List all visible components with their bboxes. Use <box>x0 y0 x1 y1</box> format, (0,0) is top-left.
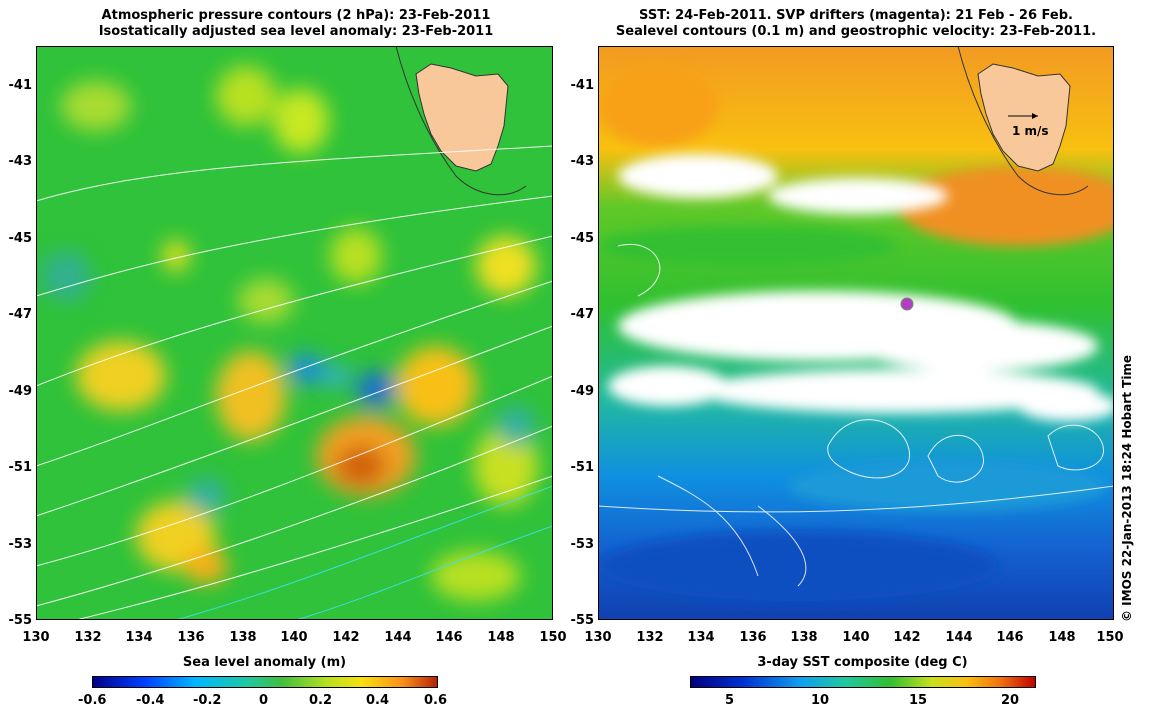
right-xtick-132: 132 <box>636 630 664 645</box>
right-ytick-41: -41 <box>570 78 595 93</box>
left-colorbar-title: Sea level anomaly (m) <box>182 655 347 670</box>
left-xtick-148: 148 <box>487 630 515 645</box>
right-xtick-134: 134 <box>687 630 715 645</box>
right-colorbar-title: 3-day SST composite (deg C) <box>757 655 968 670</box>
right-ytick-51: -51 <box>570 460 595 475</box>
left-xtick-144: 144 <box>384 630 412 645</box>
left-cbar-tick-2: -0.4 <box>136 693 165 708</box>
left-xtick-134: 134 <box>125 630 153 645</box>
left-title-line1: Atmospheric pressure contours (2 hPa): 2… <box>101 8 491 23</box>
left-ytick-45: -45 <box>8 231 33 246</box>
right-cbar-tick-5: 5 <box>725 693 735 708</box>
right-ytick-43: -43 <box>570 154 595 169</box>
left-xtick-142: 142 <box>332 630 360 645</box>
sea-level-colorbar <box>92 676 438 688</box>
velocity-scale-label: 1 m/s <box>1012 124 1049 138</box>
left-cbar-tick-1: -0.6 <box>78 693 107 708</box>
left-ytick-47: -47 <box>8 307 33 322</box>
left-xtick-146: 146 <box>435 630 463 645</box>
left-xtick-132: 132 <box>74 630 102 645</box>
right-xtick-136: 136 <box>739 630 767 645</box>
right-title-line1: SST: 24-Feb-2011. SVP drifters (magenta)… <box>639 8 1073 23</box>
left-ytick-53: -53 <box>8 537 33 552</box>
right-ytick-45: -45 <box>570 231 595 246</box>
right-ytick-55: -55 <box>570 613 595 628</box>
left-cbar-tick-6: 0.4 <box>366 693 390 708</box>
right-xtick-140: 140 <box>842 630 870 645</box>
sst-map <box>598 46 1114 620</box>
right-xtick-144: 144 <box>945 630 973 645</box>
left-ytick-41: -41 <box>8 78 33 93</box>
left-xtick-130: 130 <box>22 630 50 645</box>
left-cbar-tick-5: 0.2 <box>309 693 333 708</box>
right-xtick-148: 148 <box>1048 630 1076 645</box>
left-xtick-136: 136 <box>177 630 205 645</box>
left-ytick-49: -49 <box>8 384 33 399</box>
credit-text: © IMOS 22-Jan-2013 18:24 Hobart Time <box>1120 354 1134 622</box>
right-ytick-47: -47 <box>570 307 595 322</box>
right-ytick-53: -53 <box>570 537 595 552</box>
right-xtick-138: 138 <box>790 630 818 645</box>
right-cbar-tick-10: 10 <box>811 693 830 708</box>
left-xtick-150: 150 <box>539 630 567 645</box>
right-cbar-tick-20: 20 <box>1001 693 1020 708</box>
left-xtick-140: 140 <box>280 630 308 645</box>
left-cbar-tick-3: -0.2 <box>193 693 222 708</box>
sst-colorbar <box>690 676 1036 688</box>
right-xtick-130: 130 <box>584 630 612 645</box>
left-cbar-tick-7: 0.6 <box>424 693 448 708</box>
left-ytick-43: -43 <box>8 154 33 169</box>
right-ytick-49: -49 <box>570 384 595 399</box>
left-xtick-138: 138 <box>229 630 257 645</box>
right-cbar-tick-15: 15 <box>909 693 928 708</box>
right-title-line2: Sealevel contours (0.1 m) and geostrophi… <box>615 24 1097 39</box>
right-xtick-150: 150 <box>1096 630 1124 645</box>
left-cbar-tick-4: 0 <box>259 693 269 708</box>
sea-level-anomaly-map <box>36 46 553 620</box>
right-xtick-146: 146 <box>996 630 1024 645</box>
left-title-line2: Isostatically adjusted sea level anomaly… <box>98 24 494 39</box>
left-ytick-55: -55 <box>8 613 33 628</box>
left-ytick-51: -51 <box>8 460 33 475</box>
right-xtick-142: 142 <box>893 630 921 645</box>
